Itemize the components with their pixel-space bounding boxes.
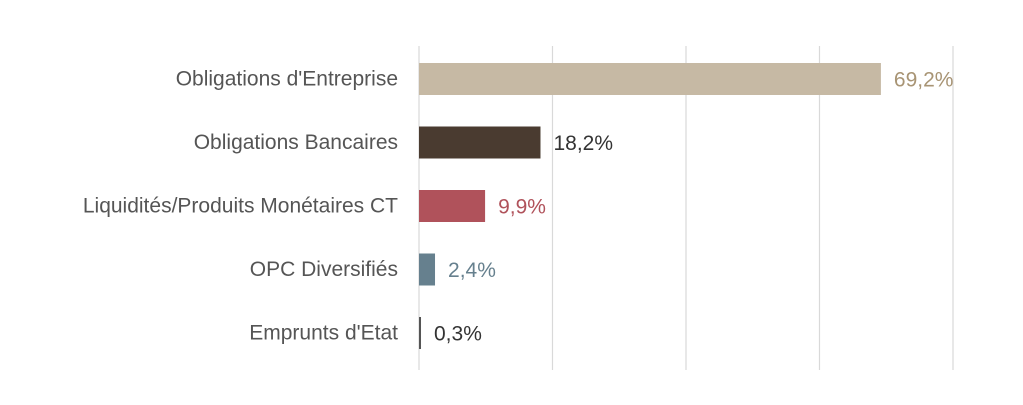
gridlines: [418, 46, 954, 370]
value-label-4: 0,3%: [434, 323, 482, 346]
category-label-0: Obligations d'Entreprise: [176, 68, 398, 91]
value-label-0: 69,2%: [894, 69, 954, 92]
bars: [419, 63, 881, 349]
labels: Obligations d'Entreprise 69,2% Obligations…: [83, 68, 954, 346]
value-label-1: 18,2%: [553, 132, 613, 155]
bar-2: [419, 190, 486, 222]
bar-3: [419, 253, 436, 286]
bar-4: [419, 317, 422, 349]
category-label-1: Obligations Bancaires: [194, 131, 398, 154]
category-label-4: Emprunts d'Etat: [249, 322, 398, 345]
category-label-2: Liquidités/Produits Monétaires CT: [83, 195, 398, 218]
value-label-3: 2,4%: [448, 259, 496, 282]
category-label-3: OPC Diversifiés: [250, 258, 398, 281]
bar-0: [419, 63, 881, 95]
value-label-2: 9,9%: [498, 196, 546, 219]
bar-1: [419, 126, 541, 159]
